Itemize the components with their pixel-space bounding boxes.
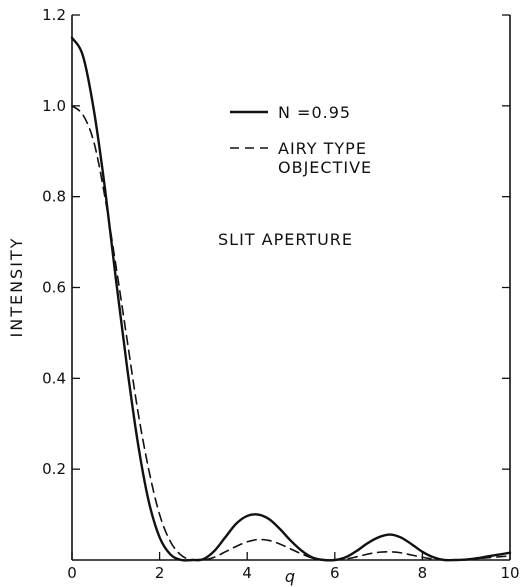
legend-label-series-0: N =0.95 [278,103,351,122]
x-tick-label-5: 10 [500,564,519,582]
x-ticks: 0 2 4 6 8 10 [67,552,520,582]
y-tick-label-2: 0.6 [42,279,66,297]
x-tick-label-1: 2 [155,564,165,582]
y-axis-label: INTENSITY [7,237,26,338]
y-tick-label-4: 1.0 [42,97,66,115]
y-ticks: 0.2 0.4 0.6 0.8 1.0 1.2 [42,6,510,478]
plot-frame [71,15,511,561]
series-line-airy [71,105,511,562]
series-layer [70,36,512,562]
x-tick-label-0: 0 [67,564,77,582]
y-tick-label-3: 0.8 [42,188,66,206]
x-tick-label-4: 8 [418,564,428,582]
legend-label-line-1: AIRY TYPE [278,139,367,158]
legend: N =0.95 AIRY TYPE OBJECTIVE [230,103,373,177]
annotation-slit-aperture: SLIT APERTURE [218,230,353,249]
legend-label-line-2: OBJECTIVE [278,158,372,177]
x-tick-label-2: 4 [242,564,252,582]
y-tick-label-5: 1.2 [42,6,66,24]
x-tick-label-3: 6 [330,564,340,582]
series-line-n095 [70,36,512,562]
y-tick-label-1: 0.4 [42,369,66,387]
legend-label-series-1: AIRY TYPE OBJECTIVE [278,139,373,177]
y-tick-label-0: 0.2 [42,460,66,478]
x-axis-label: q [285,567,297,586]
